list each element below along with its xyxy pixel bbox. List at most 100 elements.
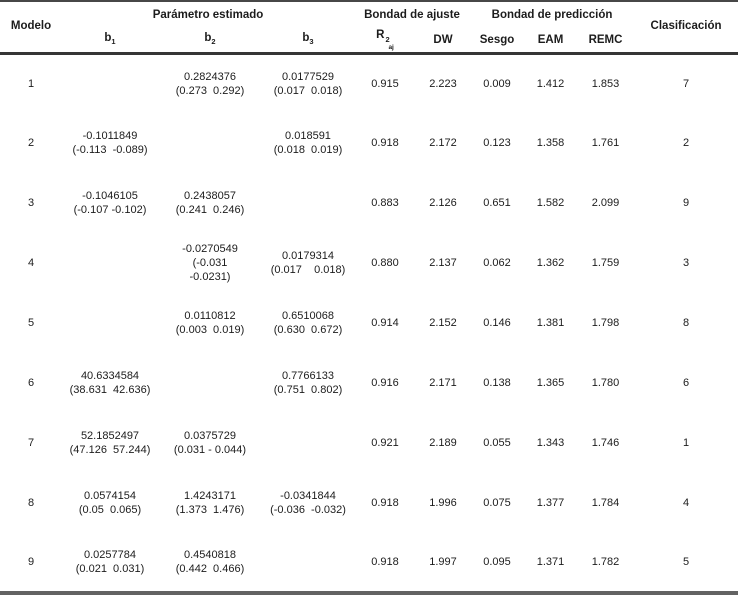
group-header-bondad-de-ajuste: Bondad de ajuste	[364, 9, 460, 21]
b2-subscript: 2	[211, 37, 216, 47]
cell-modelo: 3	[27, 197, 35, 209]
cell-clasificacion: 2	[682, 137, 690, 149]
cell-sesgo: 0.651	[483, 197, 511, 209]
cell-sesgo: 0.146	[483, 317, 511, 329]
cell-dw: 2.126	[429, 197, 457, 209]
cell-r2aj: 0.880	[371, 257, 399, 269]
cell-modelo: 2	[27, 137, 35, 149]
b2-confidence-interval: (-0.031 -0.0231)	[189, 257, 231, 283]
table-row: 6 40.6334584 (38.631 42.636) 0.7766133 (…	[0, 353, 738, 413]
b1-confidence-interval: (-0.107 -0.102)	[73, 204, 147, 216]
b1-estimate: 0.0574154	[84, 490, 136, 502]
b3-confidence-interval: (-0.036 -0.032)	[270, 504, 346, 516]
cell-dw: 2.172	[429, 137, 457, 149]
cell-b2: 0.0110812 (0.003 0.019)	[158, 293, 262, 353]
cell-modelo: 5	[27, 317, 35, 329]
cell-b3	[262, 533, 354, 593]
b1-estimate: -0.1046105	[82, 190, 138, 202]
b1-confidence-interval: (-0.113 -0.089)	[72, 144, 148, 156]
col-header-remc: REMC	[577, 29, 635, 55]
cell-remc: 1.761	[591, 137, 620, 149]
cell-remc: 1.782	[591, 556, 620, 568]
cell-b3: 0.6510068 (0.630 0.672)	[262, 293, 354, 353]
b2-confidence-interval: (0.003 0.019)	[175, 324, 245, 336]
cell-b1: 0.0257784 (0.021 0.031)	[62, 533, 158, 593]
group-header-bondad-de-prediccion: Bondad de predicción	[491, 9, 613, 21]
cell-b1	[62, 293, 158, 353]
cell-b2: 0.2438057 (0.241 0.246)	[158, 173, 262, 233]
cell-sesgo: 0.062	[483, 257, 511, 269]
cell-modelo: 7	[27, 437, 35, 449]
cell-clasificacion: 4	[682, 497, 690, 509]
b3-subscript: 3	[309, 37, 314, 47]
b2-estimate: 0.4540818	[184, 549, 236, 561]
table-header: Modelo Parámetro estimado Bondad de ajus…	[0, 1, 738, 55]
table-row: 1 0.2824376 (0.273 0.292) 0.0177529 (0.0…	[0, 53, 738, 113]
b3-estimate: -0.0341844	[280, 490, 336, 502]
cell-b1: 0.0574154 (0.05 0.065)	[62, 473, 158, 533]
cell-eam: 1.381	[536, 317, 565, 329]
cell-b3: 0.7766133 (0.751 0.802)	[262, 353, 354, 413]
r2-superscript: 2	[385, 35, 390, 45]
cell-modelo: 1	[27, 77, 35, 90]
b3-confidence-interval: (0.751 0.802)	[273, 384, 343, 396]
cell-r2aj: 0.918	[371, 137, 399, 149]
cell-dw: 2.189	[429, 437, 457, 449]
cell-eam: 1.343	[536, 437, 565, 449]
cell-b1: -0.1011849 (-0.113 -0.089)	[62, 113, 158, 173]
cell-b3: 0.0177529 (0.017 0.018)	[262, 53, 354, 113]
cell-remc: 1.780	[591, 377, 620, 389]
cell-b3: 0.0179314 (0.017 0.018)	[262, 233, 354, 293]
cell-clasificacion: 1	[682, 437, 690, 449]
b1-subscript: 1	[111, 37, 116, 47]
col-header-b3: b3	[262, 29, 354, 55]
cell-modelo: 6	[27, 377, 35, 389]
cell-b2	[158, 113, 262, 173]
cell-r2aj: 0.883	[371, 197, 399, 209]
cell-eam: 1.582	[536, 197, 565, 209]
b3-estimate: 0.018591	[285, 130, 331, 142]
cell-remc: 1.746	[591, 437, 620, 449]
cell-b2: 0.4540818 (0.442 0.466)	[158, 533, 262, 593]
cell-remc: 2.099	[591, 197, 620, 209]
cell-clasificacion: 5	[682, 556, 690, 568]
col-header-modelo: Modelo	[0, 1, 62, 55]
b1-estimate: 0.0257784	[84, 549, 136, 561]
cell-remc: 1.798	[591, 317, 620, 329]
b1-label: b	[104, 32, 112, 45]
col-header-eam: EAM	[524, 29, 578, 55]
cell-sesgo: 0.095	[483, 556, 511, 568]
b3-confidence-interval: (0.630 0.672)	[273, 324, 343, 336]
b1-estimate: 52.1852497	[80, 430, 140, 442]
b2-estimate: 1.4243171	[184, 490, 236, 502]
b3-estimate: 0.0177529	[282, 70, 334, 83]
cell-b1: -0.1046105 (-0.107 -0.102)	[62, 173, 158, 233]
col-header-sesgo: Sesgo	[470, 29, 525, 55]
b3-estimate: 0.0179314	[282, 250, 334, 262]
col-header-b1: b1	[62, 29, 158, 55]
b2-estimate: 0.2824376	[184, 70, 236, 83]
cell-eam: 1.371	[536, 556, 565, 568]
cell-remc: 1.853	[591, 77, 620, 90]
col-header-r2-adjusted: R 2 aj	[354, 29, 416, 55]
cell-b3	[262, 173, 354, 233]
cell-dw: 2.152	[429, 317, 457, 329]
cell-modelo: 9	[27, 556, 35, 568]
cell-r2aj: 0.914	[371, 317, 399, 329]
b1-estimate: 40.6334584	[80, 370, 140, 382]
cell-r2aj: 0.916	[371, 377, 399, 389]
cell-remc: 1.784	[591, 497, 620, 509]
cell-b2: 0.0375729 (0.031 - 0.044)	[158, 413, 262, 473]
b1-confidence-interval: (47.126 57.244)	[69, 444, 151, 456]
cell-eam: 1.377	[536, 497, 565, 509]
table-row: 8 0.0574154 (0.05 0.065) 1.4243171 (1.37…	[0, 473, 738, 533]
b3-confidence-interval: (0.017 0.018)	[273, 84, 343, 97]
cell-clasificacion: 7	[682, 77, 690, 90]
table-row: 2 -0.1011849 (-0.113 -0.089) 0.018591 (0…	[0, 113, 738, 173]
cell-eam: 1.362	[536, 257, 565, 269]
b2-confidence-interval: (0.273 0.292)	[175, 84, 245, 97]
cell-dw: 1.996	[429, 497, 457, 509]
cell-dw: 2.137	[429, 257, 457, 269]
col-header-clasificacion: Clasificación	[634, 1, 738, 55]
